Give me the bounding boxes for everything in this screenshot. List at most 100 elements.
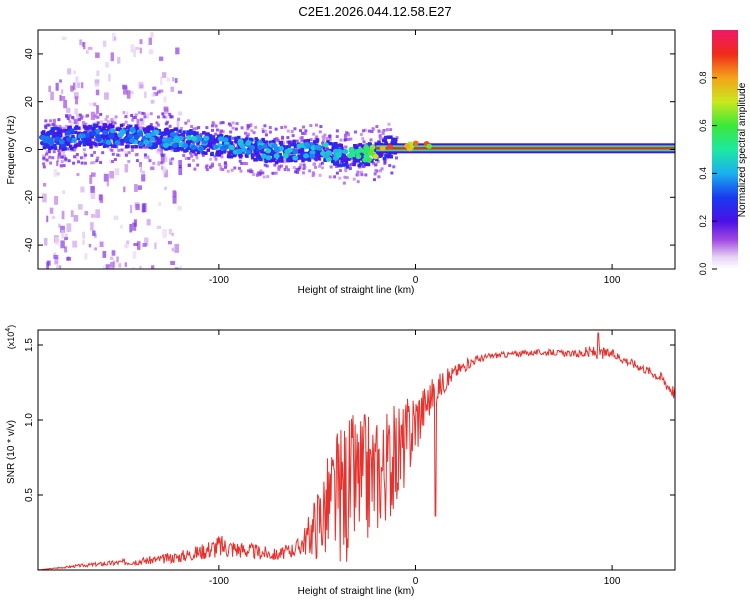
- spectrogram-halo-cell: [68, 114, 72, 118]
- spectrogram-peak-cell: [102, 129, 109, 136]
- spectrogram-noise-cell: [114, 168, 120, 176]
- spectrogram-halo-cell: [356, 173, 360, 177]
- spectrogram-band-cell: [377, 140, 381, 144]
- spectrogram-halo-cell: [161, 112, 165, 116]
- spectrogram-noise-cell: [172, 196, 177, 204]
- spectrogram-noise-cell: [126, 90, 131, 99]
- spectrogram-halo-cell: [318, 173, 322, 177]
- spectrogram-halo-cell: [230, 168, 234, 172]
- spectrogram-halo-cell: [252, 131, 256, 135]
- spectrogram-noise-cell: [104, 92, 109, 100]
- spectrogram-peak-cell: [273, 153, 280, 159]
- spectrogram-band-cell: [42, 132, 46, 136]
- spectrogram-band-cell: [245, 137, 249, 141]
- spectrogram-noise-cell: [81, 82, 84, 89]
- spectrogram-peak-cell: [273, 147, 280, 153]
- spectrogram-halo-cell: [369, 138, 373, 142]
- spectrogram-xtick-label: 0: [413, 275, 419, 286]
- spectrogram-noise-cell: [106, 181, 110, 187]
- spectrogram-halo-cell: [273, 137, 277, 141]
- spectrogram-band-cell: [173, 127, 177, 132]
- spectrogram-band-cell: [112, 139, 117, 143]
- spectrogram-band-cell: [105, 133, 109, 138]
- spectrogram-band-cell: [84, 141, 88, 146]
- spectrogram-halo-cell: [318, 164, 322, 168]
- spectrogram-noise-cell: [140, 164, 143, 173]
- spectrogram-halo-cell: [49, 119, 53, 123]
- spectrogram-noise-cell: [56, 172, 60, 176]
- spectrogram-halo-cell: [311, 171, 315, 175]
- spectrogram-band-cell: [333, 161, 337, 166]
- spectrogram-band-cell: [187, 139, 191, 144]
- spectrogram-halo-cell: [184, 156, 188, 160]
- spectrogram-noise-cell: [124, 163, 129, 173]
- spectrogram-transition-peak: [369, 144, 376, 150]
- spectrogram-halo-cell: [385, 128, 389, 132]
- spectrogram-band-cell: [157, 128, 161, 133]
- spectrogram-halo-cell: [131, 118, 135, 122]
- spectrogram-band-cell: [254, 147, 259, 151]
- spectrogram-noise-cell: [80, 186, 85, 193]
- spectrogram-band-cell: [187, 146, 192, 150]
- spectrogram-band-cell: [271, 158, 276, 163]
- spectrogram-halo-cell: [45, 123, 49, 127]
- spectrogram-band-cell: [150, 127, 154, 131]
- spectrogram-halo-cell: [296, 170, 300, 174]
- spectrogram-halo-cell: [195, 126, 199, 130]
- spectrogram-noise-cell: [167, 240, 172, 245]
- spectrogram-noise-cell: [129, 204, 133, 214]
- spectrogram-halo-cell: [240, 161, 244, 165]
- spectrogram-halo-cell: [297, 167, 301, 171]
- spectrogram-halo-cell: [347, 137, 351, 141]
- spectrogram-band-cell: [74, 130, 78, 135]
- spectrogram-noise-cell: [146, 219, 151, 226]
- spectrogram-band-cell: [49, 146, 54, 150]
- spectrogram-band-cell: [206, 139, 211, 143]
- spectrogram-band-cell: [142, 128, 147, 132]
- spectrogram-band-cell: [356, 159, 361, 163]
- spectrogram-band-cell: [187, 143, 192, 147]
- spectrogram-halo-cell: [301, 171, 305, 175]
- spectrogram-band-cell: [52, 131, 57, 136]
- spectrogram-noise-cell: [113, 215, 119, 220]
- spectrogram-band-cell: [279, 143, 284, 147]
- spectrogram-noise-cell: [46, 215, 49, 223]
- spectrogram-band-cell: [46, 131, 51, 135]
- spectrogram-noise-cell: [56, 160, 59, 167]
- spectrogram-halo-cell: [375, 125, 379, 129]
- spectrogram-halo-cell: [231, 121, 235, 125]
- spectrogram-band-cell: [326, 140, 330, 144]
- spectrogram-halo-cell: [379, 169, 383, 173]
- spectrogram-noise-cell: [48, 85, 52, 92]
- spectrogram-band-cell: [192, 130, 196, 135]
- spectrogram-band-cell: [264, 159, 269, 164]
- spectrogram-halo-cell: [60, 160, 64, 164]
- spectrogram-band-cell: [271, 152, 276, 156]
- spectrogram-halo-cell: [295, 167, 299, 171]
- spectrogram-noise-cell: [150, 99, 155, 104]
- spectrogram-halo-cell: [263, 163, 267, 167]
- spectrogram-noise-cell: [139, 265, 142, 269]
- spectrogram-band-cell: [191, 150, 196, 154]
- spectrogram-halo-cell: [60, 155, 64, 159]
- spectrogram-noise-cell: [77, 120, 80, 126]
- spectrogram-band-cell: [289, 158, 293, 162]
- spectrogram-halo-cell: [302, 125, 306, 129]
- spectrogram-band-cell: [185, 146, 190, 150]
- spectrogram-band-cell: [48, 130, 53, 135]
- spectrogram-band-cell: [135, 127, 140, 131]
- spectrogram-noise-cell: [137, 185, 142, 190]
- spectrogram-noise-cell: [58, 223, 61, 228]
- spectrogram-halo-cell: [220, 155, 224, 159]
- spectrogram-band-cell: [154, 127, 158, 132]
- spectrogram-noise-cell: [144, 91, 147, 98]
- spectrogram-band-cell: [278, 152, 282, 157]
- spectrogram-noise-cell: [154, 242, 157, 250]
- spectrogram-noise-cell: [139, 47, 142, 54]
- spectrogram-noise-cell: [117, 56, 121, 64]
- spectrogram-halo-cell: [266, 175, 270, 179]
- spectrogram-band-cell: [89, 145, 93, 149]
- spectrogram-band-cell: [233, 153, 237, 157]
- spectrogram-band-cell: [219, 133, 224, 138]
- spectrogram-halo-cell: [114, 115, 118, 119]
